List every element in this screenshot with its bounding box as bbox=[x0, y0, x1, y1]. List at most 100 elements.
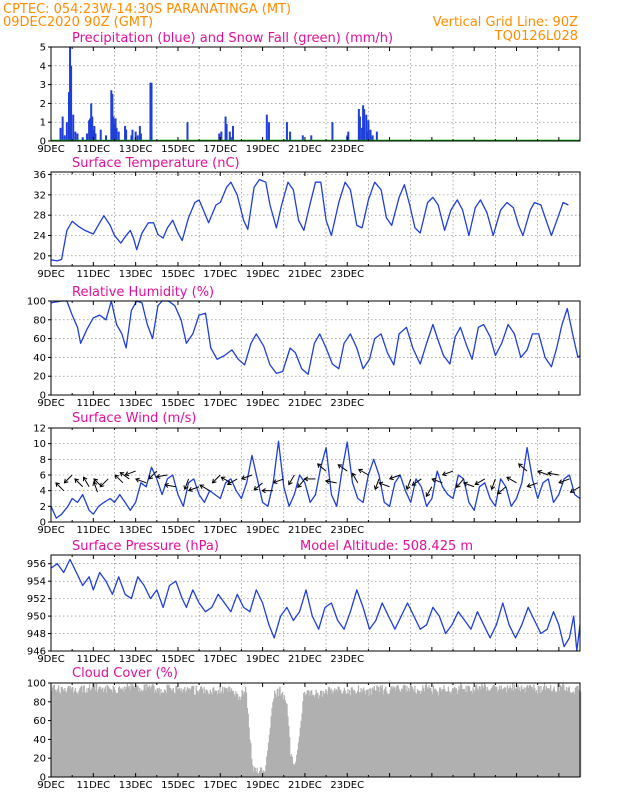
cloud-cover-bar bbox=[509, 685, 511, 777]
cloud-cover-bar bbox=[537, 685, 539, 777]
cloud-cover-bar bbox=[155, 689, 157, 777]
cloud-cover-bar bbox=[233, 693, 235, 777]
cloud-cover-bar bbox=[292, 763, 294, 777]
cloud-cover-bar bbox=[79, 688, 81, 777]
precip-bar bbox=[367, 120, 370, 141]
cloud-cover-bar bbox=[102, 687, 104, 777]
wind-ytick-label: 6 bbox=[40, 471, 46, 482]
cloud-cover-bar bbox=[229, 691, 232, 777]
cloud-cover-bar bbox=[497, 691, 499, 777]
cloud-cover-bar bbox=[346, 693, 348, 777]
cloud-cover-bar bbox=[138, 691, 140, 777]
precip-bar bbox=[186, 122, 189, 141]
press-xtick-label: 15DEC bbox=[161, 654, 195, 665]
cloud-cover-bar bbox=[484, 684, 487, 777]
cloud-cover-bar bbox=[540, 685, 542, 777]
cloud-cover-bar bbox=[53, 685, 55, 777]
cloud-cover-bar bbox=[389, 689, 391, 777]
wind-vector bbox=[337, 464, 348, 472]
cloud-cover-bar bbox=[89, 690, 92, 777]
cloud-cover-bar bbox=[393, 686, 395, 777]
cloud-cover-bar bbox=[479, 686, 481, 777]
cloud-cover-bar bbox=[263, 771, 265, 777]
cloud-cover-bar bbox=[170, 690, 173, 777]
cloud-cover-bar bbox=[534, 688, 536, 777]
wind-xtick-label: 23DEC bbox=[330, 525, 364, 536]
cloud-cover-bar bbox=[338, 686, 340, 777]
cloud-cover-bar bbox=[81, 692, 84, 777]
cloud-cover-bar bbox=[440, 691, 442, 777]
precip-bar bbox=[110, 90, 113, 141]
wind-vector bbox=[411, 478, 422, 486]
precip-bar bbox=[369, 129, 372, 141]
cloud-cover-bar bbox=[559, 685, 562, 777]
cloud-cover-bar bbox=[512, 683, 514, 777]
cloud-cover-bar bbox=[358, 692, 360, 777]
precip-ytick-label: 3 bbox=[40, 80, 46, 91]
header-station: CPTEC: 054:23W-14:30S PARANATINGA (MT) bbox=[3, 2, 291, 17]
cloud-cover-bar bbox=[71, 687, 73, 777]
cloud-cover-bar bbox=[178, 687, 181, 777]
cloud-cover-bar bbox=[496, 686, 498, 777]
cloud-xtick-label: 21DEC bbox=[288, 780, 322, 791]
precip-bar bbox=[265, 114, 268, 141]
cloud-cover-bar bbox=[565, 690, 567, 777]
cloud-cover-bar bbox=[103, 691, 105, 777]
cloud-cover-bar bbox=[391, 686, 393, 777]
cloud-cover-bar bbox=[161, 692, 163, 777]
cloud-cover-bar bbox=[66, 687, 69, 777]
wind-vector bbox=[288, 474, 295, 486]
cloud-cover-panel: Cloud Cover (%) 0 20 40 60 80 100 9DEC 11DEC 13D… bbox=[27, 666, 582, 791]
cloud-cover-bar bbox=[156, 687, 159, 777]
cloud-cover-bar bbox=[546, 688, 548, 777]
precip-bar bbox=[94, 133, 97, 141]
cloud-cover-bar bbox=[124, 686, 126, 777]
temp-ytick-label: 32 bbox=[33, 190, 46, 201]
cloud-cover-bar bbox=[202, 693, 204, 777]
rh-ytick-label: 20 bbox=[33, 372, 46, 383]
cloud-cover-bar bbox=[304, 691, 306, 777]
cloud-cover-bar bbox=[371, 694, 373, 777]
cloud-cover-bar bbox=[238, 696, 241, 777]
cloud-cover-bar bbox=[119, 688, 122, 777]
cloud-cover-bar bbox=[289, 737, 291, 777]
cloud-cover-bar bbox=[553, 686, 555, 777]
cloud-cover-bar bbox=[556, 691, 558, 777]
rh-ytick-label: 100 bbox=[27, 297, 46, 308]
temperature-panel: Surface Temperature (nC) 20 24 28 32 36 9DEC 1… bbox=[33, 156, 581, 280]
cloud-cover-bar bbox=[352, 690, 354, 777]
cloud-cover-bar bbox=[390, 686, 392, 777]
cloud-cover-bar bbox=[278, 688, 280, 777]
precip-bar bbox=[90, 103, 93, 141]
cloud-cover-bar bbox=[223, 687, 226, 777]
cloud-cover-bar bbox=[525, 687, 527, 777]
cloud-cover-bar bbox=[148, 685, 151, 777]
press-xtick-label: 9DEC bbox=[37, 654, 64, 665]
cloud-cover-bar bbox=[529, 684, 532, 777]
cloud-cover-bar bbox=[243, 694, 245, 777]
cloud-cover-bar bbox=[229, 687, 231, 777]
cloud-cover-bar bbox=[551, 691, 554, 777]
cloud-cover-bar bbox=[302, 701, 304, 777]
precip-bar bbox=[69, 47, 72, 141]
cloud-cover-bar bbox=[333, 692, 335, 777]
cloud-ytick-label: 40 bbox=[33, 735, 46, 746]
cloud-cover-bar bbox=[577, 685, 579, 777]
precip-xtick-label: 15DEC bbox=[161, 144, 195, 155]
cloud-cover-bar bbox=[108, 687, 110, 777]
cloud-cover-bar bbox=[217, 689, 219, 777]
cloud-cover-bar bbox=[98, 686, 100, 777]
precip-bar bbox=[231, 125, 234, 141]
cloud-cover-bar bbox=[284, 700, 286, 777]
cloud-cover-bar bbox=[350, 687, 353, 777]
cloud-cover-bar bbox=[385, 686, 387, 777]
wind-vector bbox=[462, 481, 475, 488]
cloud-cover-bar bbox=[120, 688, 122, 777]
cloud-cover-bar bbox=[104, 686, 107, 777]
rh-xtick-label: 21DEC bbox=[288, 398, 322, 409]
precip-bar bbox=[85, 133, 88, 141]
cloud-cover-bar bbox=[327, 687, 330, 777]
precip-bar bbox=[111, 94, 114, 141]
precip-xtick-label: 19DEC bbox=[246, 144, 280, 155]
cloud-cover-bar bbox=[215, 690, 218, 777]
